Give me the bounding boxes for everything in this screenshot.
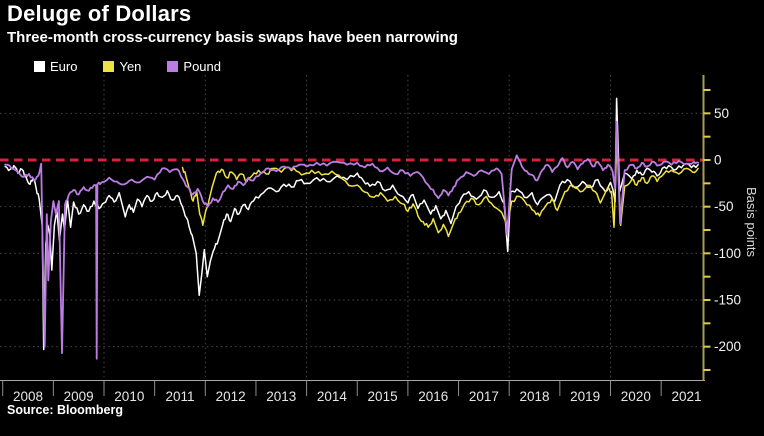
x-axis-year-label: 2010 [114,389,144,404]
series-line-pound [4,120,699,360]
x-gridlines [103,75,611,380]
legend-label-pound: Pound [183,59,221,74]
chart-subtitle: Three-month cross-currency basis swaps h… [7,29,458,46]
x-axis-labels: 2008 2009 2010 2011 2012 2013 2014 2015 2016 2017… [13,389,701,404]
legend-swatch-yen [103,61,115,72]
x-axis-ticks [2,380,662,396]
x-axis-year-label: 2016 [418,389,448,404]
legend-item-euro: Euro [34,59,77,74]
legend-item-yen: Yen [103,59,141,74]
legend-swatch-euro [34,61,45,72]
x-axis-year-label: 2011 [165,389,194,404]
x-axis-year-label: 2014 [317,389,348,404]
x-axis-year-label: 2009 [64,389,94,404]
y-axis-ticks [703,88,711,372]
x-axis-year-label: 2021 [671,389,701,404]
y-axis-tick-label: -150 [714,293,741,308]
y-axis-tick-labels: 50 0 -50 -100 -150 -200 [714,106,741,354]
x-axis-year-label: 2018 [520,389,550,404]
legend-label-euro: Euro [50,59,78,74]
series-line-euro [4,97,699,351]
x-axis-year-label: 2013 [266,389,296,404]
y-gridlines [0,112,704,348]
y-axis-tick-label: 50 [714,106,729,121]
y-axis-tick-label: -100 [714,246,741,261]
x-axis-year-label: 2019 [570,389,600,404]
y-axis-title: Basis points [744,187,759,258]
source-credit: Source: Bloomberg [7,403,123,417]
legend-label-yen: Yen [119,59,142,74]
legend-swatch-pound [167,61,179,72]
legend-item-pound: Pound [167,59,221,74]
page-title: Deluge of Dollars [7,1,192,26]
x-axis-year-label: 2012 [216,389,246,404]
y-axis-tick-label: 0 [714,153,722,168]
y-axis-tick-label: -200 [714,339,741,354]
x-axis-year-label: 2008 [13,389,43,404]
y-axis-tick-label: -50 [714,199,734,214]
x-axis-year-label: 2020 [621,389,651,404]
x-axis-year-label: 2017 [469,389,499,404]
chart-legend: Euro Yen Pound [34,59,221,74]
x-axis-year-label: 2015 [368,389,398,404]
